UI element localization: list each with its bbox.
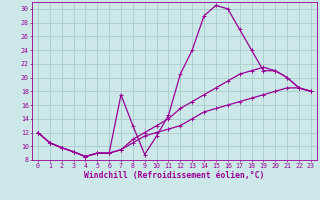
X-axis label: Windchill (Refroidissement éolien,°C): Windchill (Refroidissement éolien,°C) — [84, 171, 265, 180]
